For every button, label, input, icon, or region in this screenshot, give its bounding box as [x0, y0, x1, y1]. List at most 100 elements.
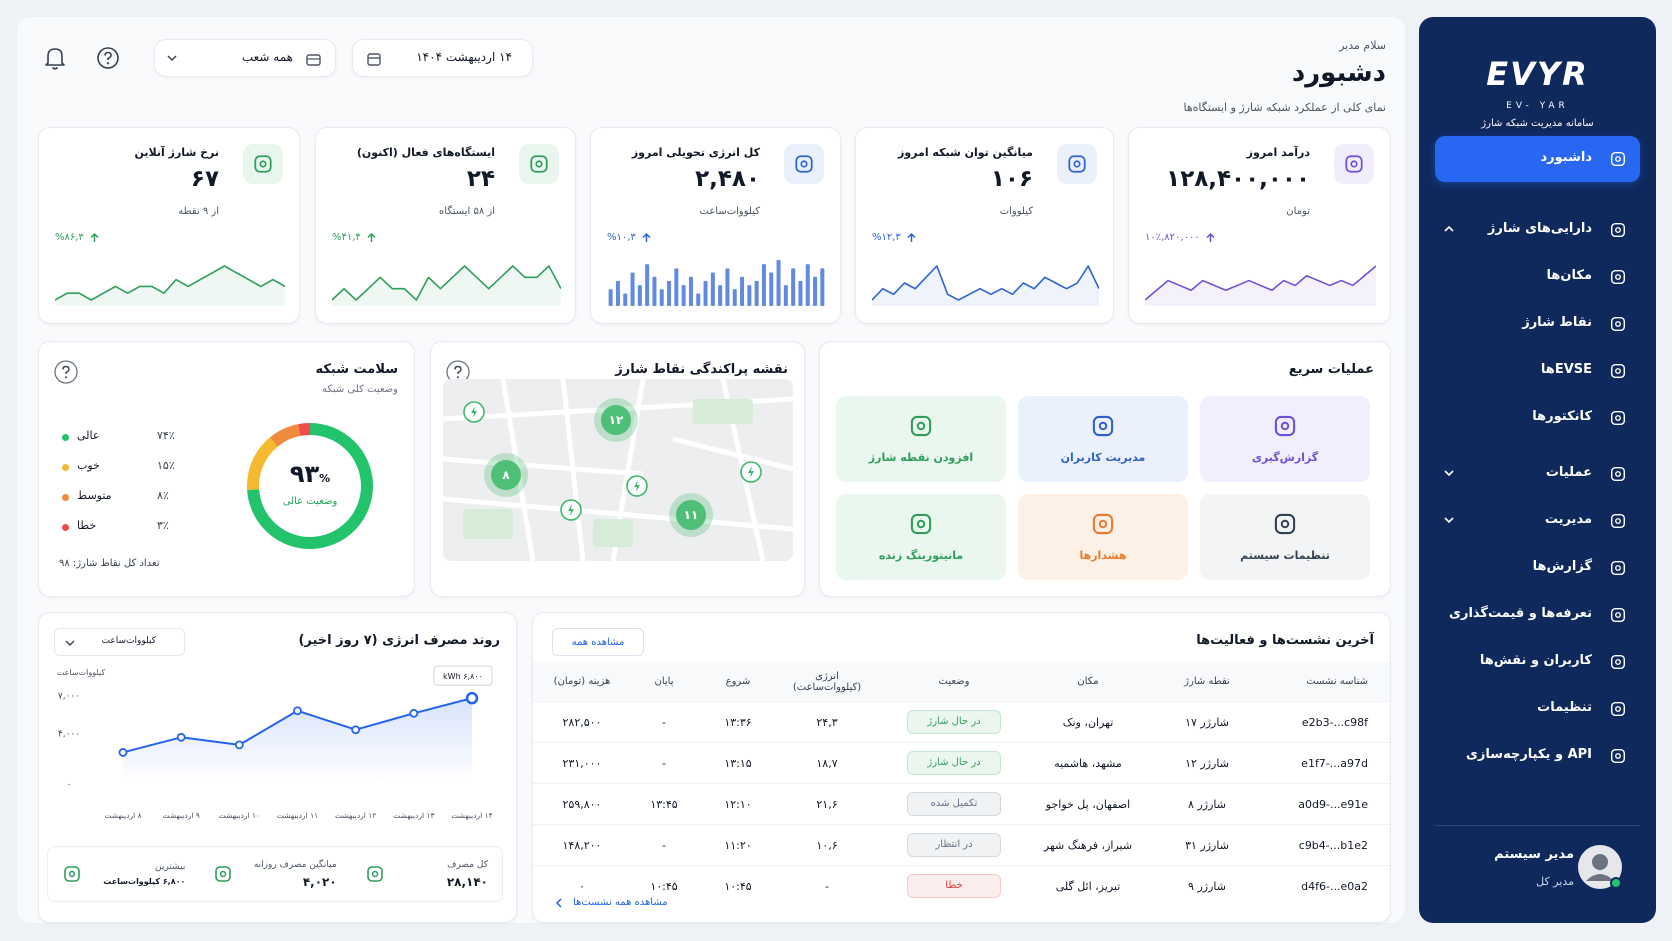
help-button[interactable]: [95, 45, 121, 71]
menu-item[interactable]: کاربران و نقش‌ها: [1435, 639, 1640, 685]
menu-item[interactable]: تنظیمات: [1435, 686, 1640, 732]
bolt: [748, 466, 754, 478]
kpi-change: %۱۲,۳: [872, 232, 916, 243]
cell: شیراز، فرهنگ شهر: [1033, 824, 1143, 866]
quick-action[interactable]: هشدارها: [1018, 494, 1188, 580]
stat: میانگین مصرف روزانه ۴,۰۲۰: [199, 847, 350, 901]
unit-select[interactable]: کیلووات‌ساعت: [54, 628, 185, 656]
stat-icon: [215, 866, 232, 882]
icon-shape: [1610, 316, 1626, 332]
session-row[interactable]: c9b4-...b1e2 شارژر ۳۱ شیراز، فرهنگ شهر در ا…: [533, 824, 1390, 866]
menu-item[interactable]: نقاط شارژ: [1435, 301, 1640, 347]
menu-item[interactable]: EVSEها: [1435, 348, 1640, 394]
stat-label: میانگین مصرف روزانه: [253, 859, 337, 870]
chevron: [1444, 225, 1454, 232]
calendar-icon: [367, 53, 381, 66]
area: [123, 698, 472, 784]
cell: ۱۰,۶: [779, 824, 875, 866]
icon-shape: [1615, 415, 1621, 421]
icon-shape: [371, 870, 378, 878]
quick-actions-card: عملیات سریع گزارش‌گیری مدیریت کاربران افزود…: [819, 341, 1391, 597]
icon-shape: [1615, 227, 1621, 233]
tooltip-box: [433, 665, 493, 686]
icon-shape: [220, 870, 227, 878]
kpi-change-text: %۸۶,۳: [55, 232, 84, 243]
menu-icon: [1610, 222, 1626, 238]
sparkline: [332, 265, 561, 306]
cluster[interactable]: ۱۱: [676, 500, 706, 530]
date-picker[interactable]: ۱۴ اردیبهشت ۱۴۰۴: [352, 39, 533, 77]
score-label: وضعیت عالی: [282, 496, 338, 507]
menu-item[interactable]: داشبورد: [1435, 136, 1640, 182]
up-arrow: [90, 232, 99, 242]
menu-item[interactable]: مدیریت: [1435, 498, 1640, 544]
kpi-card: میانگین توان شبکه امروز ۱۰۶ کیلووات %۱۲,۳: [855, 127, 1114, 324]
kpi-title: ایستگاه‌های فعال (اکنون): [356, 146, 495, 159]
quick-action[interactable]: گزارش‌گیری: [1200, 396, 1370, 482]
cluster[interactable]: ۸: [491, 460, 521, 490]
menu-icon: [1610, 151, 1626, 167]
arrow-shape: [90, 232, 99, 242]
chevron-shape: [1444, 470, 1454, 477]
icon-shape: [1092, 415, 1114, 437]
chevron-shape: [1444, 225, 1454, 232]
icon-shape: [1610, 560, 1626, 576]
session-row[interactable]: e1f7-...a97d شارژر ۱۲ مشهد، هاشمیه در حال ش…: [533, 742, 1390, 784]
quick-action-icon: [1274, 513, 1296, 535]
quick-action[interactable]: تنظیمات سیستم: [1200, 494, 1370, 580]
quick-action[interactable]: افزودن نقطه شارژ: [836, 396, 1006, 482]
spark-bar: [652, 276, 657, 306]
spark-bar: [710, 272, 715, 306]
menu-label: داشبورد: [1540, 150, 1592, 165]
icon-shape: [366, 866, 383, 882]
stat: کل مصرف ۲۸,۱۴۰: [351, 847, 502, 901]
donut-segment: [247, 423, 373, 549]
menu-item[interactable]: مکان‌ها: [1435, 254, 1640, 300]
notifications-button[interactable]: [42, 44, 68, 72]
menu-label: API و یکپارچه‌سازی: [1466, 747, 1592, 762]
menu-item[interactable]: کانکتورها: [1435, 395, 1640, 441]
menu-item[interactable]: عملیات: [1435, 451, 1640, 497]
spark-bar: [659, 289, 664, 306]
view-all-button[interactable]: مشاهده همه: [552, 628, 644, 656]
kpi-title: نرخ شارژ آنلاین: [134, 146, 219, 159]
quick-action[interactable]: مانیتورینگ زنده: [836, 494, 1006, 580]
help-glyph: [454, 365, 462, 374]
kpi-icon: [784, 144, 824, 184]
spark-bar: [783, 285, 788, 306]
x-tick-label: ۱۱ اردیبهشت: [277, 811, 318, 820]
status-pill: تکمیل شده: [907, 792, 1001, 816]
arrow-shape: [1206, 232, 1215, 242]
map[interactable]: ۱۲ ۸ ۱۱: [443, 379, 793, 561]
icon-shape: [910, 415, 932, 437]
help-button[interactable]: [53, 359, 79, 385]
session-row[interactable]: a0d9-...e91e شارژر ۸ اصفهان، پل خواجو تکمیل…: [533, 783, 1390, 825]
all-sessions-link[interactable]: مشاهده همه نشست‌ها: [555, 897, 668, 908]
cell: -: [631, 824, 697, 866]
legend-dot: [62, 464, 69, 471]
menu-item[interactable]: تعرفه‌ها و قیمت‌گذاری: [1435, 592, 1640, 638]
session-row[interactable]: e2b3-...c98f شارژر ۱۷ تهران، ونک در حال شار…: [533, 701, 1390, 743]
quick-action[interactable]: مدیریت کاربران: [1018, 396, 1188, 482]
kpi-value: ۱۰۶: [990, 166, 1033, 192]
menu-label: دارایی‌های شارژ: [1487, 221, 1592, 236]
column-header: نقطه شارژ: [1143, 662, 1271, 702]
user-name: مدیر سیستم: [1494, 847, 1574, 862]
stat-icon: [64, 866, 80, 882]
cluster[interactable]: ۱۲: [601, 405, 631, 435]
session-row[interactable]: d4f6-...e0a2 شارژر ۹ تبریز، ائل گلی خطا -۱۰:…: [533, 865, 1390, 906]
score: ۹۳%: [235, 460, 385, 488]
menu-item[interactable]: API و یکپارچه‌سازی: [1435, 733, 1640, 779]
icon-shape: [215, 866, 232, 882]
cell: e2b3-...c98f: [1271, 701, 1390, 743]
donut-segment: [247, 437, 278, 490]
spark-bar: [637, 285, 642, 306]
y-tick-label: ۴,۰۰۰: [58, 730, 80, 740]
kpi-card: ایستگاه‌های فعال (اکنون) ۲۴ از ۵۸ ایستگاه%…: [315, 127, 576, 324]
menu-item[interactable]: گزارش‌ها: [1435, 545, 1640, 591]
cell: e1f7-...a97d: [1271, 742, 1390, 784]
branch-select[interactable]: همه شعب: [154, 39, 336, 77]
menu-item[interactable]: دارایی‌های شارژ: [1435, 207, 1640, 253]
spark-bar: [776, 260, 781, 306]
x-tick-label: ۱۲ اردیبهشت: [335, 811, 376, 820]
